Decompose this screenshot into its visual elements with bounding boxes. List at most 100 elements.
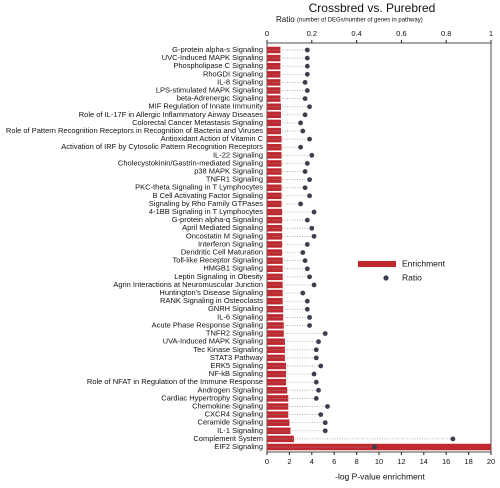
y-tick-label: Androgen Signaling	[198, 385, 263, 394]
y-tick-label: G-protein alpha-q Signaling	[172, 215, 263, 224]
ratio-dot	[304, 55, 310, 61]
ratio-dot	[304, 63, 310, 69]
ratio-dot	[325, 404, 330, 409]
ratio-dot	[298, 120, 303, 126]
y-tick-label: Tec Kinase Signaling	[193, 345, 263, 354]
y-tick-label: Interferon Signaling	[198, 239, 263, 248]
y-tick-label: Cardiac Hypertrophy Signaling	[161, 393, 263, 402]
y-tick-label: Chemokine Signaling	[192, 401, 263, 410]
ratio-dot	[302, 96, 308, 102]
y-tick-label: RhoGDI Signaling	[203, 69, 263, 78]
y-tick-label: TNFR2 Signaling	[206, 329, 263, 338]
y-tick-label: Antioxidant Action of Vitamin C	[161, 134, 264, 143]
bar	[267, 354, 285, 362]
bar	[267, 87, 281, 94]
ratio-dot	[307, 323, 312, 328]
bar	[267, 160, 282, 167]
ratio-dot	[372, 444, 377, 450]
bar	[267, 427, 291, 435]
y-tick-label: April Mediated Signaling	[182, 223, 263, 232]
ratio-dot	[318, 363, 324, 369]
y-tick-label: NF-kB Signaling	[209, 369, 263, 378]
bar	[267, 79, 281, 86]
y-tick-label: PKC-theta Signaling in T Lymphocytes	[135, 183, 263, 192]
bar	[267, 103, 281, 110]
bar	[267, 71, 281, 78]
ratio-dot	[307, 274, 312, 280]
y-tick-label: Ceramide Signaling	[198, 418, 263, 427]
ratio-dot	[311, 371, 317, 377]
y-tick-label: IL-1 Signaling	[217, 426, 263, 435]
ratio-dot	[300, 290, 306, 296]
y-tick-label: Toll-like Receptor Signaling	[173, 256, 263, 265]
ratio-dot	[307, 193, 312, 199]
plot-frame	[266, 42, 492, 453]
bar	[267, 192, 282, 200]
y-tick-label: ERK5 Signaling	[210, 361, 263, 370]
ratio-dot	[311, 282, 317, 288]
x-tick-label: 16	[442, 457, 450, 466]
y-tick-label: Activation of IRF by Cytosolic Pattern R…	[61, 142, 263, 151]
ratio-dot	[316, 387, 321, 393]
bar	[267, 443, 491, 451]
ratio-dot	[316, 339, 321, 345]
x-tick-label: 0	[265, 457, 269, 466]
ratio-dot	[313, 355, 319, 361]
y-tick-label: Phospholipase C Signaling	[173, 61, 263, 70]
y-tick-label: GNRH Signaling	[208, 304, 263, 313]
y-tick-label: Agrin Interactions at Neuromuscular Junc…	[113, 280, 263, 289]
x2-axis-label: Ratio	[276, 15, 295, 24]
bar	[267, 62, 281, 70]
x-axis-label: -log P-value enrichment	[335, 471, 425, 481]
y-tick-label: beta-Adrenergic Signaling	[177, 94, 263, 103]
y-tick-label: CXCR4 Signaling	[205, 410, 263, 419]
y-tick-label: IL-22 Signaling	[213, 150, 263, 159]
y-tick-label: UVC-Induced MAPK Signaling	[162, 53, 263, 62]
bar	[267, 95, 281, 102]
ratio-dot	[304, 266, 310, 272]
ratio-dot	[304, 88, 310, 93]
ratio-dot	[304, 161, 310, 166]
y-tick-label: Huntington's Disease Signaling	[159, 288, 263, 297]
ratio-dot	[304, 242, 310, 247]
ratio-dot	[300, 128, 306, 134]
ratio-dot	[322, 428, 328, 434]
x2-tick-label: 0	[265, 29, 269, 38]
ratio-dot	[304, 47, 310, 53]
y-tick-label: MIF Regulation of Innate Immunity	[148, 102, 263, 111]
x2-tick-label: 0.4	[351, 29, 361, 38]
y-tick-label: p38 MAPK Signaling	[194, 167, 263, 176]
legend-label: Ratio	[402, 272, 422, 282]
legend-marker	[383, 275, 389, 281]
ratio-dot	[307, 314, 312, 320]
x2-axis-note: (number of DEGs/number of genes in pathw…	[297, 18, 423, 24]
y-tick-label: IL-8 Signaling	[217, 77, 263, 86]
x2-tick-label: 0.8	[441, 29, 451, 38]
ratio-dot	[309, 225, 315, 231]
ratio-dot	[450, 436, 456, 442]
ratio-dot	[304, 71, 310, 77]
bar	[267, 127, 281, 135]
chart-title: Crossbred vs. Purebred	[309, 1, 436, 15]
bar	[267, 370, 287, 378]
bar	[267, 176, 282, 183]
x-tick-label: 6	[332, 457, 336, 466]
ratio-dot	[302, 80, 308, 85]
y-tick-label: HMGB1 Signaling	[203, 264, 263, 273]
ratio-dot	[307, 136, 312, 142]
ratio-dot	[302, 169, 308, 174]
ratio-dot	[313, 379, 319, 385]
y-tick-label: Role of NFAT in Regulation of the Immune…	[87, 377, 263, 386]
ratio-dot	[302, 258, 308, 264]
ratio-dot	[298, 201, 303, 207]
y-tick-label: G-protein alpha-s Signaling	[172, 45, 263, 54]
bar	[267, 338, 285, 345]
x-tick-label: 18	[464, 457, 472, 466]
ratio-dot	[311, 209, 317, 215]
legend-label: Enrichment	[402, 258, 446, 268]
ratio-dot	[304, 306, 310, 312]
y-tick-label: LPS-stimulated MAPK Signaling	[156, 85, 263, 94]
ratio-dot	[318, 412, 324, 417]
ratio-dot	[322, 331, 328, 336]
bar	[267, 362, 287, 370]
